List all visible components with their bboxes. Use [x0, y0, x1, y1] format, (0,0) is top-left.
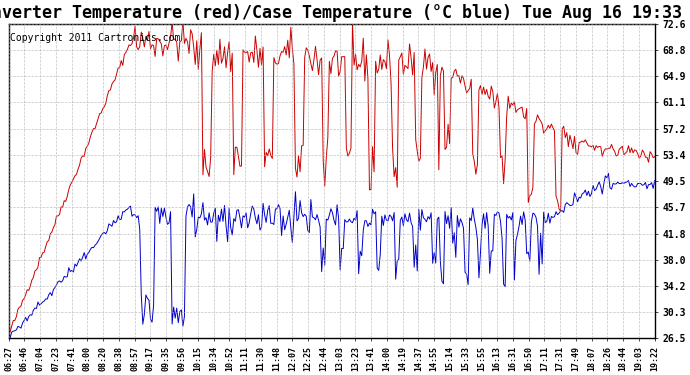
Text: Copyright 2011 Cartronics.com: Copyright 2011 Cartronics.com	[10, 33, 180, 43]
Title: Inverter Temperature (red)/Case Temperature (°C blue) Tue Aug 16 19:33: Inverter Temperature (red)/Case Temperat…	[0, 4, 682, 22]
